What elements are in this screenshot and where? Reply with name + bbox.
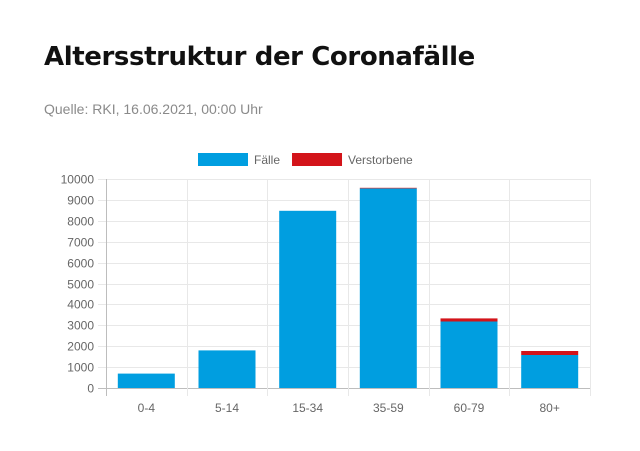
bar-faelle-80+ (521, 355, 579, 388)
x-tick-label: 15-34 (292, 401, 323, 415)
bars (117, 187, 579, 388)
y-tick-label: 9000 (67, 194, 94, 208)
bar-faelle-35-59 (359, 188, 417, 388)
y-tick-label: 0 (87, 382, 94, 396)
legend-label-faelle: Fälle (254, 153, 280, 167)
y-tick-label: 3000 (67, 319, 94, 333)
x-tick-label: 0-4 (138, 401, 156, 415)
bar-verstorbene-80+ (521, 351, 579, 355)
bar-verstorbene-60-79 (440, 318, 498, 322)
y-tick-label: 7000 (67, 236, 94, 250)
y-tick-label: 1000 (67, 361, 94, 375)
bar-faelle-15-34 (279, 210, 337, 388)
source-note: Quelle: RKI, 16.06.2021, 00:00 Uhr (44, 101, 263, 117)
x-tick-label: 80+ (539, 401, 559, 415)
x-tick-label: 60-79 (454, 401, 485, 415)
legend-swatch-verstorbene (292, 153, 343, 166)
bar-verstorbene-35-59 (359, 187, 417, 189)
y-tick-label: 6000 (67, 257, 94, 271)
y-tick-label: 4000 (67, 298, 94, 312)
legend-label-verstorbene: Verstorbene (348, 153, 413, 167)
x-tick-label: 35-59 (373, 401, 404, 415)
chart-title: Altersstruktur der Coronafälle (44, 42, 475, 72)
y-tick-label: 2000 (67, 340, 94, 354)
bar-faelle-0-4 (117, 373, 175, 388)
legend-swatch-faelle (198, 153, 248, 166)
legend: Fälle Verstorbene (198, 153, 413, 167)
bar-faelle-60-79 (440, 321, 498, 388)
axes: 0 1000 2000 3000 4000 5000 6000 7000 8000 9000 100… (61, 173, 560, 416)
y-tick-label: 10000 (61, 173, 95, 187)
x-tick-label: 5-14 (215, 401, 239, 415)
bar-faelle-5-14 (198, 350, 256, 388)
y-tick-label: 8000 (67, 215, 94, 229)
y-tick-label: 5000 (67, 278, 94, 292)
grid-lines (98, 179, 591, 396)
